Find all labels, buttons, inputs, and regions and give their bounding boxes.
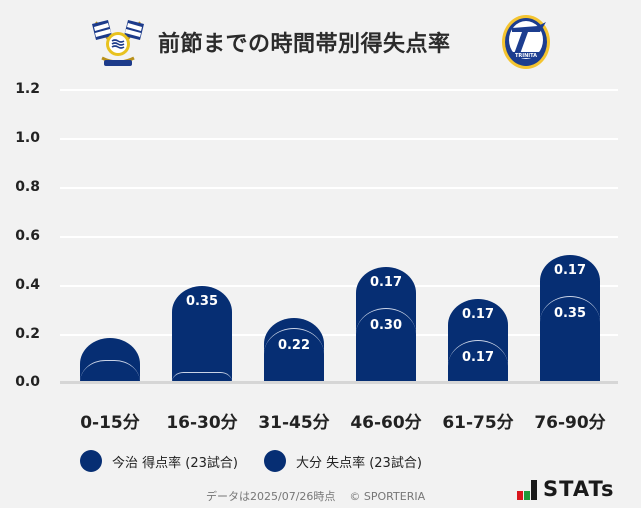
chart-header: 前節までの時間帯別得失点率 TRINITA — [0, 14, 641, 72]
x-tick-label: 16-30分 — [166, 413, 238, 433]
y-tick-label: 0.0 — [15, 374, 40, 390]
bar-value-label: 0.17 — [369, 274, 403, 290]
y-tick-label: 0.4 — [15, 277, 40, 293]
chart-title: 前節までの時間帯別得失点率 — [158, 32, 451, 57]
stacked-bar — [80, 337, 140, 382]
gridline — [60, 285, 618, 287]
stats-logo-black-bar-icon — [531, 480, 537, 500]
y-tick-label: 0.2 — [15, 326, 40, 342]
legend-item-imabari-scoring-rate[interactable]: 今治 得点率 (23試合) — [80, 450, 238, 472]
x-tick-label: 76-90分 — [534, 413, 606, 433]
stats-logo-green-block-icon — [524, 491, 530, 500]
legend-label: 今治 得点率 (23試合) — [112, 455, 238, 471]
bar-value-label: 0.17 — [461, 306, 495, 322]
footer-note: データは2025/07/26時点 © SPORTERIA — [206, 488, 425, 504]
stats-logo-red-block-icon — [517, 491, 523, 500]
gridline — [60, 89, 618, 91]
bar-value-label: 0.17 — [553, 262, 587, 278]
legend: 今治 得点率 (23試合) 大分 失点率 (23試合) — [80, 450, 448, 472]
x-axis-baseline — [60, 381, 618, 384]
stats-logo: STATs — [517, 476, 614, 500]
legend-label: 大分 失点率 (23試合) — [295, 455, 422, 471]
bar-value-label: 0.22 — [277, 338, 311, 354]
stats-wordmark: STATs — [543, 477, 615, 501]
imabari-fc-crest-icon — [92, 20, 144, 66]
bar-segment-imabari-scoring — [356, 308, 416, 382]
legend-marker-icon — [80, 450, 102, 472]
bar-value-label: 0.30 — [369, 318, 403, 334]
legend-item-oita-conceding-rate[interactable]: 大分 失点率 (23試合) — [263, 450, 422, 472]
bar-segment-imabari-scoring — [264, 328, 324, 382]
copyright: © SPORTERIA — [349, 490, 426, 503]
x-tick-label: 31-45分 — [258, 413, 330, 433]
data-date: データは2025/07/26時点 — [206, 490, 336, 503]
legend-marker-icon — [263, 450, 286, 472]
bar-segment-imabari-scoring — [172, 372, 232, 382]
bar-segment-oita-conceding — [172, 286, 232, 382]
x-tick-label: 46-60分 — [350, 413, 422, 433]
oita-trinita-crest-icon: TRINITA — [502, 15, 550, 69]
stacked-bar: 0.17 0.35 — [540, 254, 600, 382]
x-tick-label: 0-15分 — [80, 413, 140, 433]
bar-value-label: 0.17 — [461, 350, 495, 366]
y-tick-label: 0.6 — [15, 228, 40, 244]
y-tick-label: 1.0 — [15, 130, 40, 146]
y-tick-label: 1.2 — [15, 81, 40, 97]
gridline — [60, 187, 618, 189]
bar-value-label: 0.35 — [185, 294, 219, 310]
gridline — [60, 236, 618, 238]
bar-segment-imabari-scoring — [540, 296, 600, 382]
bar-value-label: 0.35 — [553, 306, 587, 322]
gridline — [60, 334, 618, 336]
stacked-bar: 0.17 0.17 — [448, 298, 508, 382]
stacked-bar: 0.35 — [172, 286, 232, 382]
x-tick-label: 61-75分 — [442, 413, 514, 433]
bar-segment-imabari-scoring — [448, 340, 508, 382]
chart-plot-area: 1.2 1.0 0.8 0.6 0.4 0.2 0.0 0.35 0.22 0.17… — [15, 81, 618, 433]
gridline — [60, 138, 618, 140]
stacked-bar: 0.22 — [264, 318, 324, 382]
svg-text:TRINITA: TRINITA — [515, 53, 537, 59]
stacked-bar: 0.17 0.30 — [356, 266, 416, 382]
y-tick-label: 0.8 — [15, 179, 40, 195]
bar-segment-imabari-scoring — [80, 359, 140, 382]
